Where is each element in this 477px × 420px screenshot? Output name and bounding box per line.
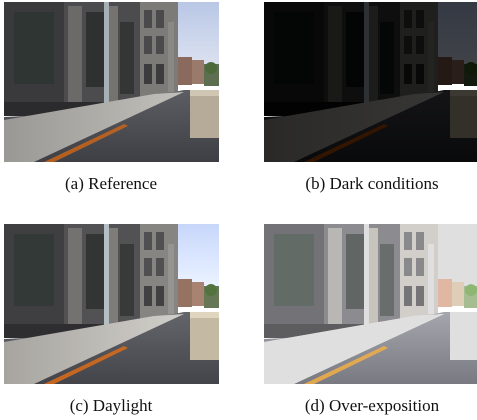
caption-over-exposition: (d) Over-exposition [304, 396, 440, 415]
street-image-over-exposition [264, 224, 477, 384]
caption-daylight: (c) Daylight [69, 396, 153, 415]
street-image-daylight [4, 224, 219, 384]
caption-reference: (a) Reference [64, 174, 157, 193]
street-image-reference [4, 2, 219, 162]
street-image-dark [264, 2, 477, 162]
caption-dark-conditions: (b) Dark conditions [305, 174, 439, 193]
